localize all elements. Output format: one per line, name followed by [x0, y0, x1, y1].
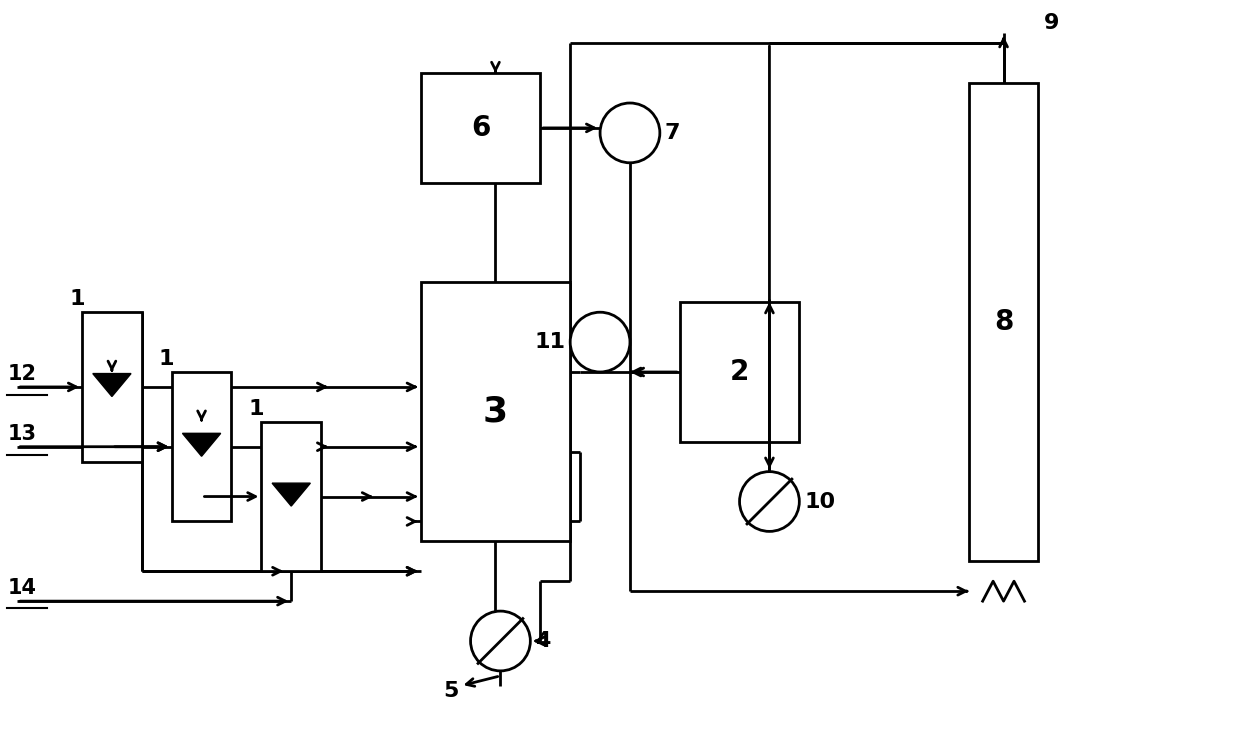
Bar: [420, 73, 541, 183]
Text: 1: 1: [248, 398, 264, 418]
Text: 3: 3: [482, 395, 508, 429]
Circle shape: [600, 103, 660, 162]
Bar: [262, 421, 321, 571]
Text: 14: 14: [7, 578, 36, 598]
Polygon shape: [93, 373, 131, 396]
Text: 8: 8: [994, 308, 1013, 336]
Circle shape: [570, 312, 630, 372]
Text: 11: 11: [534, 332, 565, 352]
Text: 5: 5: [443, 681, 459, 700]
Text: 2: 2: [730, 358, 749, 386]
Text: 12: 12: [7, 364, 36, 384]
Text: 1: 1: [159, 349, 175, 369]
Text: 9: 9: [1043, 13, 1059, 33]
Polygon shape: [182, 433, 221, 456]
Bar: [968, 83, 1038, 561]
Text: 10: 10: [805, 491, 836, 511]
Bar: [82, 312, 141, 462]
Text: 4: 4: [536, 631, 551, 651]
Circle shape: [470, 611, 531, 671]
Bar: [420, 283, 570, 542]
Text: 1: 1: [69, 289, 84, 309]
Polygon shape: [272, 483, 310, 506]
Bar: [171, 372, 232, 522]
Text: 7: 7: [665, 123, 681, 143]
Text: 6: 6: [471, 114, 490, 142]
Circle shape: [739, 472, 800, 531]
Text: 13: 13: [7, 424, 36, 444]
Bar: [680, 302, 800, 441]
